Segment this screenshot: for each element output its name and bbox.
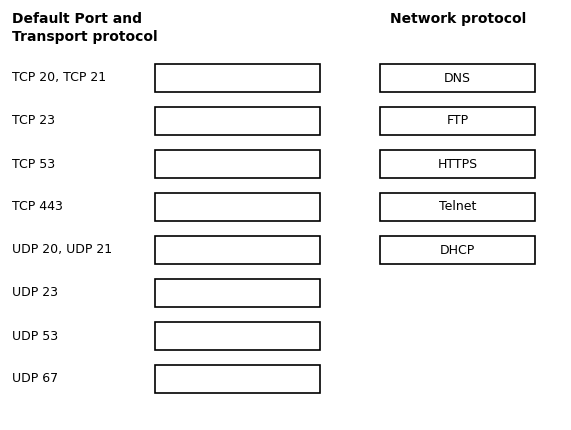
Bar: [155, 64, 320, 92]
Bar: [155, 365, 320, 393]
Text: TCP 53: TCP 53: [12, 157, 55, 171]
Bar: [380, 107, 535, 135]
Text: TCP 443: TCP 443: [12, 200, 63, 214]
Text: TCP 20, TCP 21: TCP 20, TCP 21: [12, 71, 106, 85]
Text: TCP 23: TCP 23: [12, 114, 55, 128]
Text: HTTPS: HTTPS: [437, 157, 477, 171]
Text: DNS: DNS: [444, 71, 471, 85]
Bar: [155, 107, 320, 135]
Bar: [155, 322, 320, 350]
Bar: [380, 150, 535, 178]
Bar: [155, 150, 320, 178]
Bar: [380, 64, 535, 92]
Text: Default Port and
Transport protocol: Default Port and Transport protocol: [12, 12, 158, 44]
Text: FTP: FTP: [447, 114, 469, 128]
Bar: [155, 193, 320, 221]
Text: UDP 20, UDP 21: UDP 20, UDP 21: [12, 243, 112, 257]
Bar: [380, 236, 535, 264]
Text: Telnet: Telnet: [439, 200, 476, 214]
Text: UDP 23: UDP 23: [12, 286, 58, 300]
Text: DHCP: DHCP: [440, 243, 475, 257]
Bar: [155, 279, 320, 307]
Text: Network protocol: Network protocol: [390, 12, 526, 26]
Bar: [155, 236, 320, 264]
Text: UDP 53: UDP 53: [12, 329, 58, 343]
Bar: [380, 193, 535, 221]
Text: UDP 67: UDP 67: [12, 372, 58, 386]
